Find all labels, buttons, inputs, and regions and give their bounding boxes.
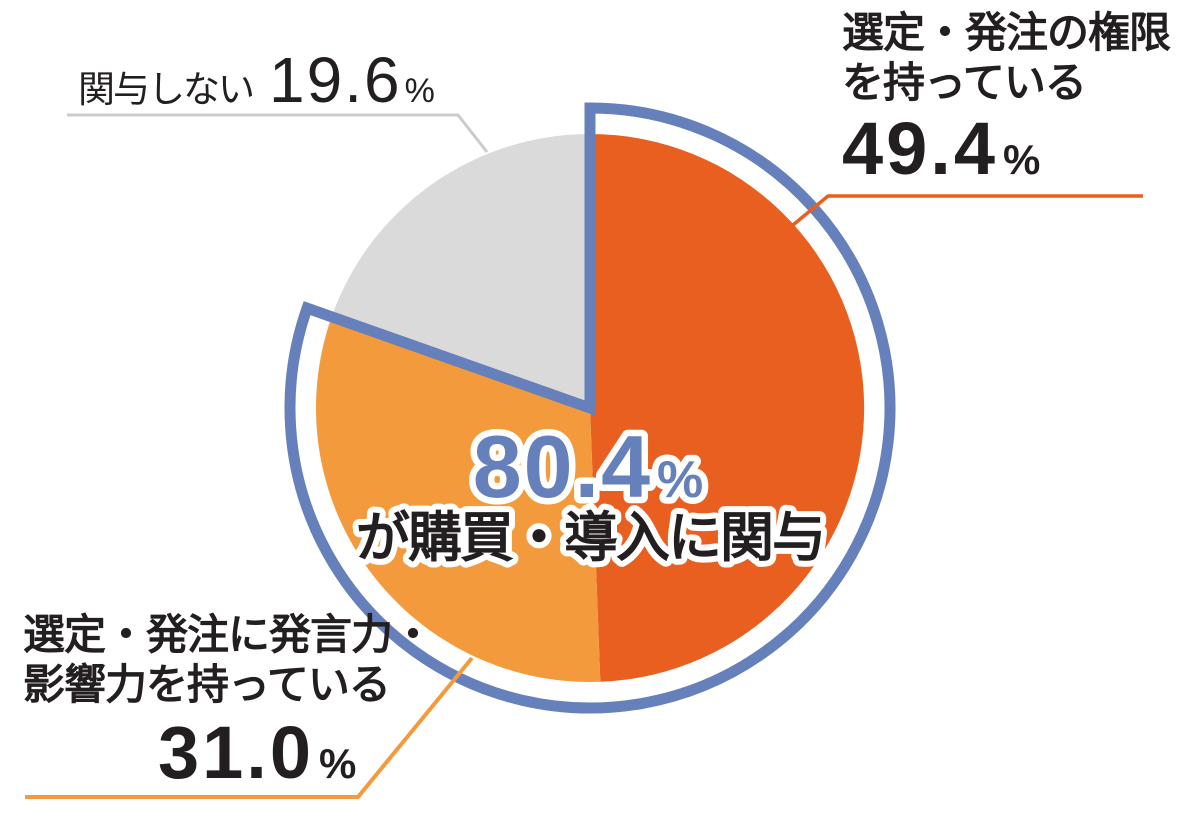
label-19-value: 19.6 [269, 44, 402, 116]
label-19-text: 関与しない [78, 69, 255, 110]
center-value-number: 80.4 [473, 417, 652, 516]
pie-slice [315, 316, 601, 683]
center-caption-text: が購買・導入に関与 [356, 508, 824, 568]
label-49-line1: 選定・発注の権限 [842, 9, 1171, 56]
label-19-unit: % [404, 72, 435, 110]
label-49-value: 49.4 [842, 107, 999, 190]
pie-slice [590, 133, 865, 682]
highlight-arc-outline [284, 102, 896, 714]
label-31-unit: % [319, 740, 357, 787]
label-49-unit: % [1003, 136, 1041, 183]
callout-line-49-icon [791, 194, 1143, 227]
label-49-value-row: 49.4 % [842, 112, 1170, 186]
center-value-text: 80.4% [473, 417, 704, 516]
label-31-block: 選定・発注に発言力・ 影響力を持っている 31.0 % [23, 610, 434, 790]
label-49-line2: を持っている [842, 59, 1087, 106]
label-19-block: 関与しない 19.6 % [78, 48, 435, 112]
label-31-line1: 選定・発注に発言力・ [23, 611, 434, 658]
label-49-block: 選定・発注の権限 を持っている 49.4 % [842, 8, 1171, 186]
callout-line-19-icon [67, 113, 489, 153]
label-31-line2: 影響力を持っている [23, 661, 391, 708]
label-31-value-row: 31.0 % [158, 716, 433, 790]
center-value-unit: % [657, 451, 703, 509]
label-31-value: 31.0 [158, 711, 315, 794]
callout-line-31-icon [25, 656, 474, 799]
